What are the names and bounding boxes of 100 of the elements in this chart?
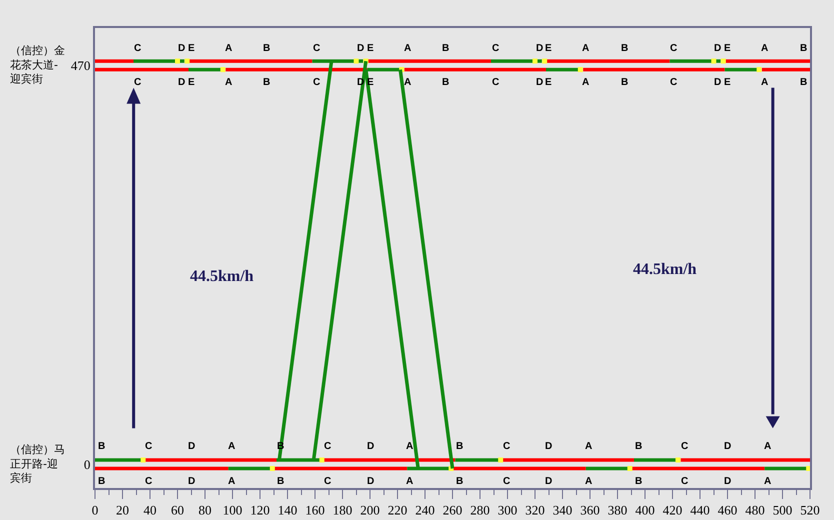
x-tick-label: 120 — [250, 502, 270, 518]
annotation: D — [536, 43, 544, 54]
annotation: C — [670, 43, 678, 54]
x-tick-label: 300 — [498, 502, 518, 518]
annotation: B — [263, 77, 270, 88]
x-tick-label: 200 — [360, 502, 380, 518]
annotation: A — [406, 441, 414, 452]
x-tick-label: 400 — [635, 502, 655, 518]
y-tick-label: 470 — [70, 58, 90, 73]
annotation: A — [404, 77, 412, 88]
annotation: D — [188, 441, 196, 452]
annotation: E — [188, 43, 195, 54]
x-tick-label: 180 — [332, 502, 352, 518]
annotation: A — [406, 476, 414, 487]
annotation: E — [724, 43, 731, 54]
annotation: B — [621, 43, 628, 54]
annotation: D — [724, 476, 732, 487]
annotation: D — [178, 77, 186, 88]
x-tick-label: 280 — [470, 502, 490, 518]
annotation: A — [225, 43, 232, 54]
annotation: D — [536, 77, 544, 88]
x-tick-label: 160 — [305, 502, 325, 518]
annotation: C — [313, 77, 320, 88]
annotation: D — [724, 441, 732, 452]
annotation: A — [585, 476, 592, 487]
x-tick-label: 360 — [580, 502, 600, 518]
annotation: A — [582, 43, 590, 54]
annotation: D — [178, 43, 186, 54]
annotation: D — [545, 476, 552, 487]
annotation: E — [545, 43, 552, 54]
annotation: C — [324, 476, 332, 487]
annotation: D — [714, 43, 722, 54]
x-tick-label: 480 — [745, 502, 765, 518]
annotation: D — [545, 441, 552, 452]
x-tick-label: 220 — [388, 502, 408, 518]
x-tick-label: 420 — [662, 502, 682, 518]
x-tick-label: 440 — [690, 502, 710, 518]
x-tick-label: 320 — [525, 502, 545, 518]
annotation: C — [313, 43, 320, 54]
x-tick-label: 460 — [718, 502, 738, 518]
annotation: C — [145, 441, 152, 452]
annotation: B — [263, 43, 270, 54]
x-tick-label: 340 — [552, 502, 572, 518]
annotation: A — [225, 77, 232, 88]
annotation: E — [367, 43, 374, 54]
annotation: B — [635, 476, 642, 487]
annotation: A — [761, 43, 768, 54]
annotation: B — [277, 476, 284, 487]
annotation: C — [134, 43, 142, 54]
annotation: D — [367, 476, 374, 487]
x-tick-label: 240 — [415, 502, 435, 518]
x-tick-label: 20 — [116, 502, 129, 518]
annotation: C — [503, 441, 510, 452]
annotation: A — [228, 476, 236, 487]
annotation: D — [188, 476, 196, 487]
annotation: D — [714, 77, 722, 88]
annotation: C — [681, 441, 688, 452]
annotation: C — [492, 77, 500, 88]
annotation: B — [800, 77, 808, 88]
annotation: 44.5km/h — [190, 268, 254, 285]
annotation: 44.5km/h — [633, 261, 697, 278]
annotation: B — [800, 43, 808, 54]
annotation: D — [357, 43, 364, 54]
annotation: B — [98, 476, 106, 487]
annotation: B — [442, 43, 450, 54]
x-tick-label: 80 — [198, 502, 212, 518]
x-tick-label: 100 — [222, 502, 242, 518]
annotation: A — [761, 77, 768, 88]
annotation: B — [456, 476, 464, 487]
annotation: B — [442, 77, 450, 88]
annotation: E — [724, 77, 731, 88]
annotation: C — [503, 476, 510, 487]
x-tick-label: 60 — [171, 502, 184, 518]
x-tick-label: 260 — [442, 502, 462, 518]
x-tick-label: 520 — [800, 502, 820, 518]
x-tick-label: 140 — [278, 502, 298, 518]
x-tick-label: 40 — [144, 502, 156, 518]
annotation: C — [324, 441, 332, 452]
annotation: B — [456, 441, 464, 452]
annotation: A — [228, 441, 236, 452]
annotation: A — [585, 441, 592, 452]
text: （信控）金花茶大道-迎宾街 — [10, 44, 65, 86]
annotation: D — [367, 441, 374, 452]
annotation: C — [145, 476, 152, 487]
annotation: C — [492, 43, 500, 54]
annotation: A — [582, 77, 590, 88]
annotation: A — [404, 43, 412, 54]
x-tick-label: 380 — [608, 502, 628, 518]
text: （信控）马正开路-迎宾街 — [10, 443, 65, 485]
annotation: A — [764, 441, 772, 452]
annotation: B — [621, 77, 628, 88]
annotation: A — [764, 476, 772, 487]
annotation: B — [635, 441, 642, 452]
annotation: E — [188, 77, 195, 88]
annotation: E — [545, 77, 552, 88]
annotation: C — [681, 476, 688, 487]
annotation: B — [98, 441, 106, 452]
annotation: C — [134, 77, 142, 88]
x-tick-label: 500 — [772, 502, 792, 518]
annotation: C — [670, 77, 678, 88]
